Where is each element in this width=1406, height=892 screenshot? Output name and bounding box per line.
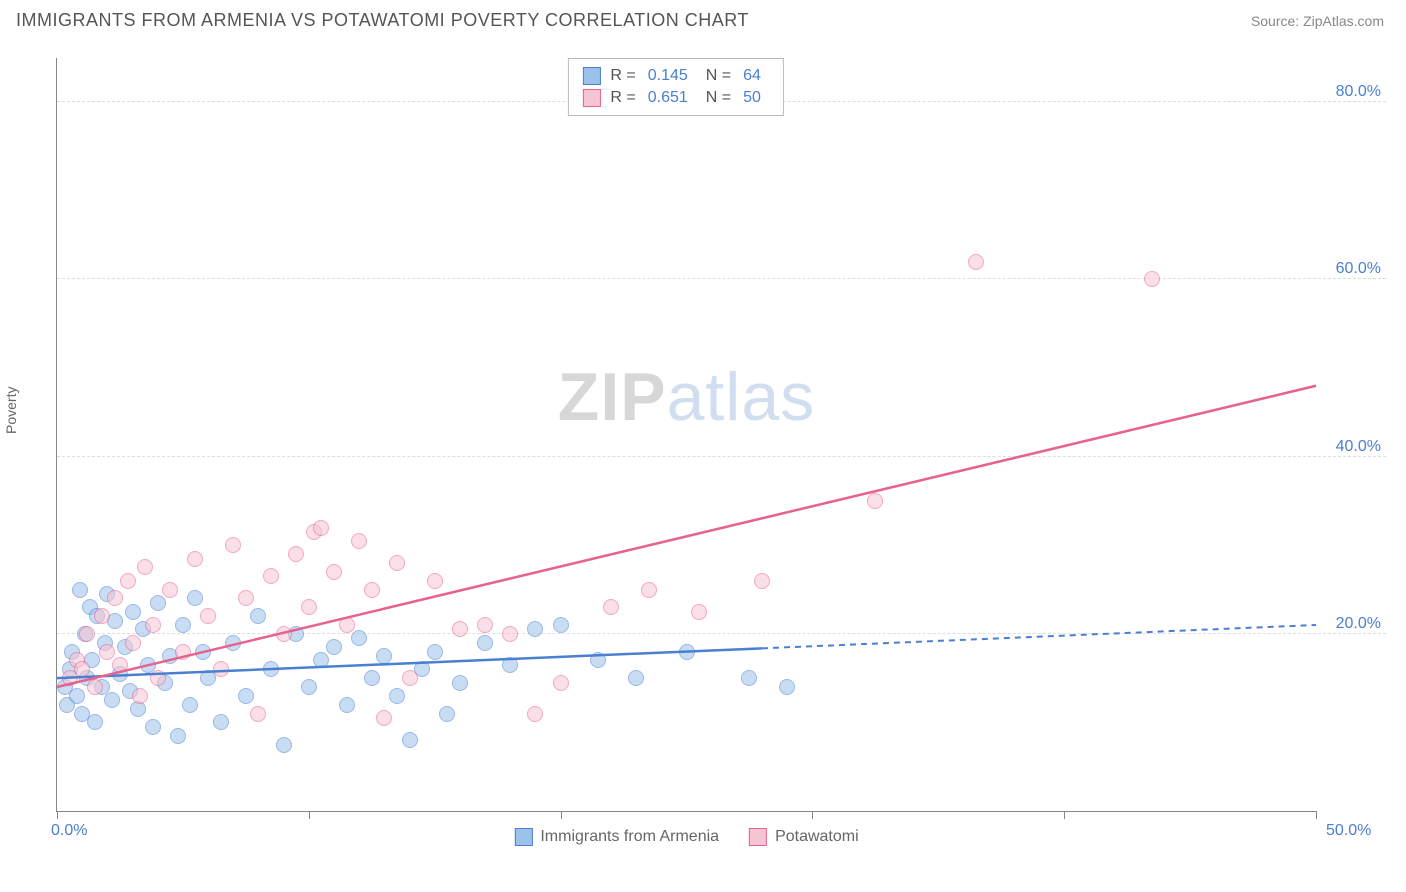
chart-container: Poverty ZIPatlas R = 0.145 N = 64 R = 0.…: [16, 50, 1386, 862]
chart-title: IMMIGRANTS FROM ARMENIA VS POTAWATOMI PO…: [16, 10, 749, 31]
series-legend: Immigrants from Armenia Potawatomi: [514, 828, 858, 846]
legend-item-potawatomi: Potawatomi: [749, 828, 859, 846]
source-link[interactable]: ZipAtlas.com: [1303, 13, 1384, 29]
x-tick: [57, 811, 58, 819]
y-tick-label: 20.0%: [1336, 615, 1381, 633]
swatch-potawatomi: [582, 89, 600, 107]
x-axis-max-label: 50.0%: [1326, 822, 1371, 840]
legend-row-potawatomi: R = 0.651 N = 50: [582, 87, 769, 109]
legend-item-armenia: Immigrants from Armenia: [514, 828, 719, 846]
correlation-legend: R = 0.145 N = 64 R = 0.651 N = 50: [567, 58, 784, 116]
legend-row-armenia: R = 0.145 N = 64: [582, 65, 769, 87]
x-axis-origin-label: 0.0%: [51, 822, 87, 840]
trendline-potawatomi: [57, 386, 1316, 687]
x-tick: [1316, 811, 1317, 819]
x-tick: [561, 811, 562, 819]
swatch-armenia: [514, 828, 532, 846]
source-attribution: Source: ZipAtlas.com: [1251, 13, 1384, 29]
x-tick: [309, 811, 310, 819]
plot-area: ZIPatlas R = 0.145 N = 64 R = 0.651 N = …: [56, 58, 1316, 812]
y-tick-label: 60.0%: [1336, 260, 1381, 278]
swatch-potawatomi: [749, 828, 767, 846]
trendline-dashed-armenia: [762, 625, 1316, 648]
y-tick-label: 40.0%: [1336, 438, 1381, 456]
swatch-armenia: [582, 67, 600, 85]
x-tick: [1064, 811, 1065, 819]
trendline-armenia: [57, 648, 762, 678]
y-axis-label: Poverty: [3, 387, 19, 434]
trend-overlay: [57, 58, 1316, 811]
x-tick: [812, 811, 813, 819]
y-tick-label: 80.0%: [1336, 83, 1381, 101]
